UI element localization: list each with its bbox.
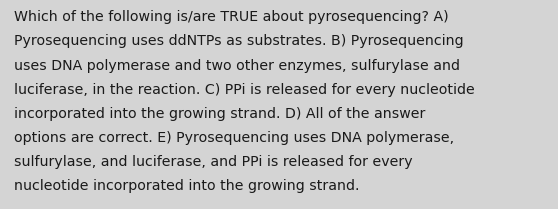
Text: sulfurylase, and luciferase, and PPi is released for every: sulfurylase, and luciferase, and PPi is …	[14, 155, 412, 169]
Text: options are correct. E) Pyrosequencing uses DNA polymerase,: options are correct. E) Pyrosequencing u…	[14, 131, 454, 145]
Text: nucleotide incorporated into the growing strand.: nucleotide incorporated into the growing…	[14, 179, 359, 193]
Text: luciferase, in the reaction. C) PPi is released for every nucleotide: luciferase, in the reaction. C) PPi is r…	[14, 83, 475, 97]
Text: incorporated into the growing strand. D) All of the answer: incorporated into the growing strand. D)…	[14, 107, 425, 121]
Text: uses DNA polymerase and two other enzymes, sulfurylase and: uses DNA polymerase and two other enzyme…	[14, 59, 460, 73]
Text: Which of the following is/are TRUE about pyrosequencing? A): Which of the following is/are TRUE about…	[14, 10, 449, 24]
Text: Pyrosequencing uses ddNTPs as substrates. B) Pyrosequencing: Pyrosequencing uses ddNTPs as substrates…	[14, 34, 464, 48]
